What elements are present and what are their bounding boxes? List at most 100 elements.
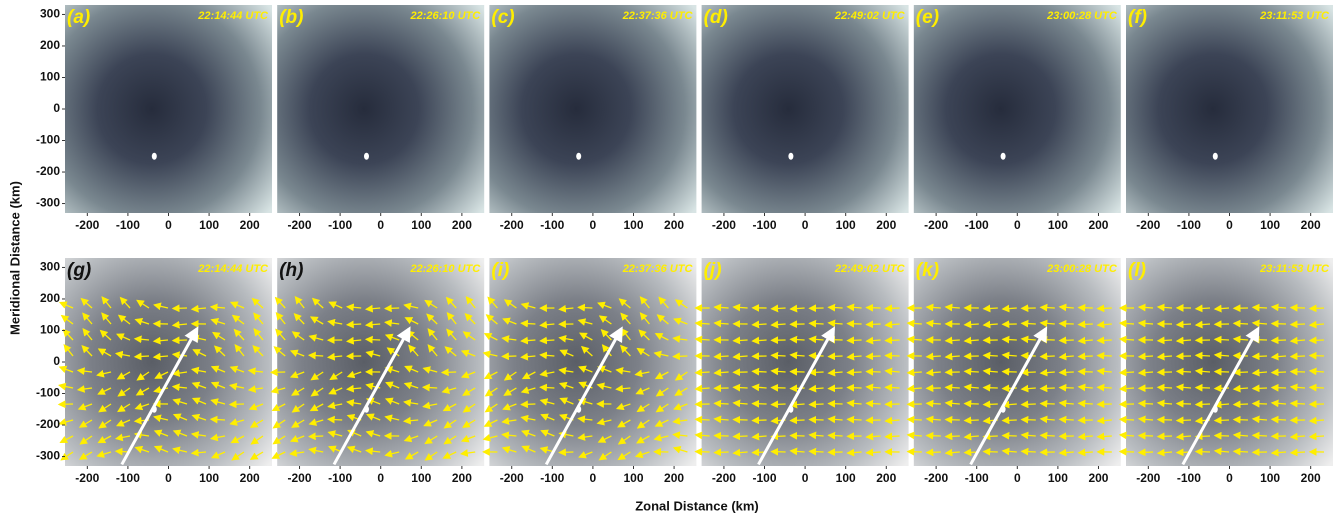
wind-vector: [963, 383, 979, 392]
wind-vector: [171, 304, 188, 313]
wind-vector: [1137, 368, 1154, 377]
wind-vector: [656, 314, 669, 325]
trajectory-arrow: [1181, 326, 1260, 466]
wind-vector: [1289, 399, 1306, 408]
wind-vector: [1118, 431, 1135, 440]
wind-vector: [1058, 448, 1074, 457]
wind-vector: [617, 451, 631, 461]
wind-vector: [501, 417, 517, 425]
y-tick-label: 300: [40, 260, 60, 274]
wind-vector: [654, 333, 669, 341]
wind-vector: [326, 352, 343, 361]
wind-vector: [307, 351, 324, 360]
wind-vector: [1194, 367, 1211, 376]
wind-vector: [674, 387, 688, 396]
wind-vector: [653, 433, 669, 442]
y-tick-label: -100: [36, 133, 60, 147]
panel-label: (k): [916, 260, 939, 281]
wind-vector: [326, 415, 343, 424]
wind-vector: [1058, 368, 1074, 377]
wind-vector: [291, 403, 305, 413]
panel-time: 23:11:53 UTC: [1259, 10, 1330, 22]
wind-vector: [1039, 431, 1055, 440]
wind-vector: [1001, 335, 1017, 344]
panel-time: 22:14:44 UTC: [197, 10, 269, 22]
wind-vector: [846, 399, 862, 408]
wind-vector: [1039, 303, 1055, 312]
wind-vector: [520, 400, 536, 409]
wind-vector: [273, 346, 286, 357]
wind-vector: [713, 319, 729, 328]
panel-time: 22:26:10 UTC: [409, 10, 481, 22]
wind-vector: [713, 368, 729, 377]
wind-vector: [403, 399, 419, 407]
wind-vector: [1270, 303, 1287, 312]
wind-vector: [713, 415, 729, 424]
wind-vector: [213, 345, 226, 357]
wind-vector: [443, 419, 457, 429]
wind-vector: [944, 448, 960, 457]
wind-vector: [444, 346, 457, 357]
wind-vector: [539, 320, 555, 329]
wind-vector: [1194, 351, 1211, 360]
wind-vector: [1137, 448, 1154, 457]
x-tick-label: -200: [712, 218, 736, 232]
wind-vector: [620, 328, 631, 341]
image-panel: [913, 258, 1121, 466]
wind-vector: [172, 429, 188, 437]
wind-vector: [63, 344, 74, 357]
x-tick-label: -200: [500, 218, 524, 232]
wind-vector: [133, 352, 150, 361]
wind-vector: [1096, 383, 1112, 392]
wind-vector: [364, 447, 381, 456]
wind-vector: [827, 431, 843, 440]
wind-vector: [906, 384, 922, 393]
wind-vector: [116, 333, 131, 341]
wind-vector: [615, 367, 631, 375]
wind-vector: [580, 345, 593, 357]
wind-vector: [636, 403, 650, 413]
wind-vector: [1058, 303, 1074, 312]
wind-vector: [827, 303, 843, 312]
wind-vector: [483, 333, 498, 341]
wind-vector: [441, 386, 457, 394]
y-tick-label: -300: [36, 449, 60, 463]
wind-vector: [1270, 352, 1287, 361]
wind-vector: [1077, 352, 1093, 361]
x-tick-label: -100: [328, 471, 352, 485]
wind-vector: [596, 417, 612, 426]
x-tick-label: 0: [1226, 218, 1233, 232]
wind-vector: [655, 403, 669, 413]
wind-vector: [423, 419, 438, 427]
panel-time: 22:49:02 UTC: [834, 263, 906, 275]
wind-vector: [210, 451, 226, 459]
x-tick-label: 0: [590, 218, 597, 232]
wind-vector: [713, 352, 729, 361]
wind-vector: [1156, 336, 1173, 345]
wind-vector: [827, 352, 843, 361]
wind-vector: [483, 419, 498, 427]
wind-vector: [982, 400, 998, 409]
wind-vector: [117, 387, 131, 397]
wind-vector: [422, 366, 438, 374]
wind-vector: [271, 451, 286, 459]
wind-vector: [1308, 367, 1325, 376]
bright-spot: [788, 152, 794, 160]
wind-vector: [617, 419, 631, 428]
wind-vector: [1118, 368, 1135, 377]
wind-vector: [1077, 320, 1093, 329]
image-panel: [65, 258, 272, 466]
wind-vector: [1001, 447, 1017, 456]
wind-vector: [79, 435, 93, 445]
x-tick-label: 0: [590, 471, 597, 485]
wind-vector: [1270, 415, 1287, 424]
x-tick-label: -100: [965, 471, 989, 485]
wind-vector: [1020, 368, 1036, 377]
wind-vector: [618, 298, 631, 309]
wind-vector: [620, 312, 631, 325]
wind-vector: [462, 331, 476, 341]
wind-vector: [482, 433, 498, 442]
wind-vector: [96, 369, 112, 378]
wind-vector: [521, 429, 536, 438]
wind-vector: [694, 431, 710, 440]
